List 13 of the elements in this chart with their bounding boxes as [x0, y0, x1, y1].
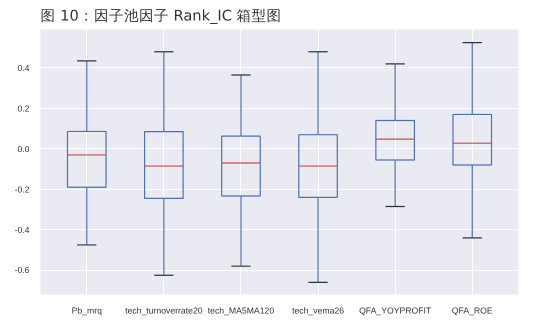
chart-title: 图 10：因子池因子 Rank_IC 箱型图 [40, 8, 282, 24]
y-tick-label: -0.6 [14, 265, 30, 276]
x-tick-label: tech_turnoverrate20 [125, 306, 203, 316]
x-tick-label: QFA_YOYPROFIT [359, 306, 432, 316]
x-tick-label: tech_MA5MA120 [208, 306, 274, 316]
x-tick-label: Pb_mrq [72, 306, 102, 316]
y-tick-label: -0.2 [14, 184, 30, 194]
y-tick-label: 0.2 [17, 103, 30, 114]
y-tick-label: -0.4 [14, 224, 30, 235]
y-tick-label: 0.0 [17, 144, 30, 154]
x-tick-label: tech_vema26 [292, 306, 344, 316]
x-tick-label: QFA_ROE [452, 306, 493, 316]
y-tick-label: 0.4 [17, 62, 30, 73]
